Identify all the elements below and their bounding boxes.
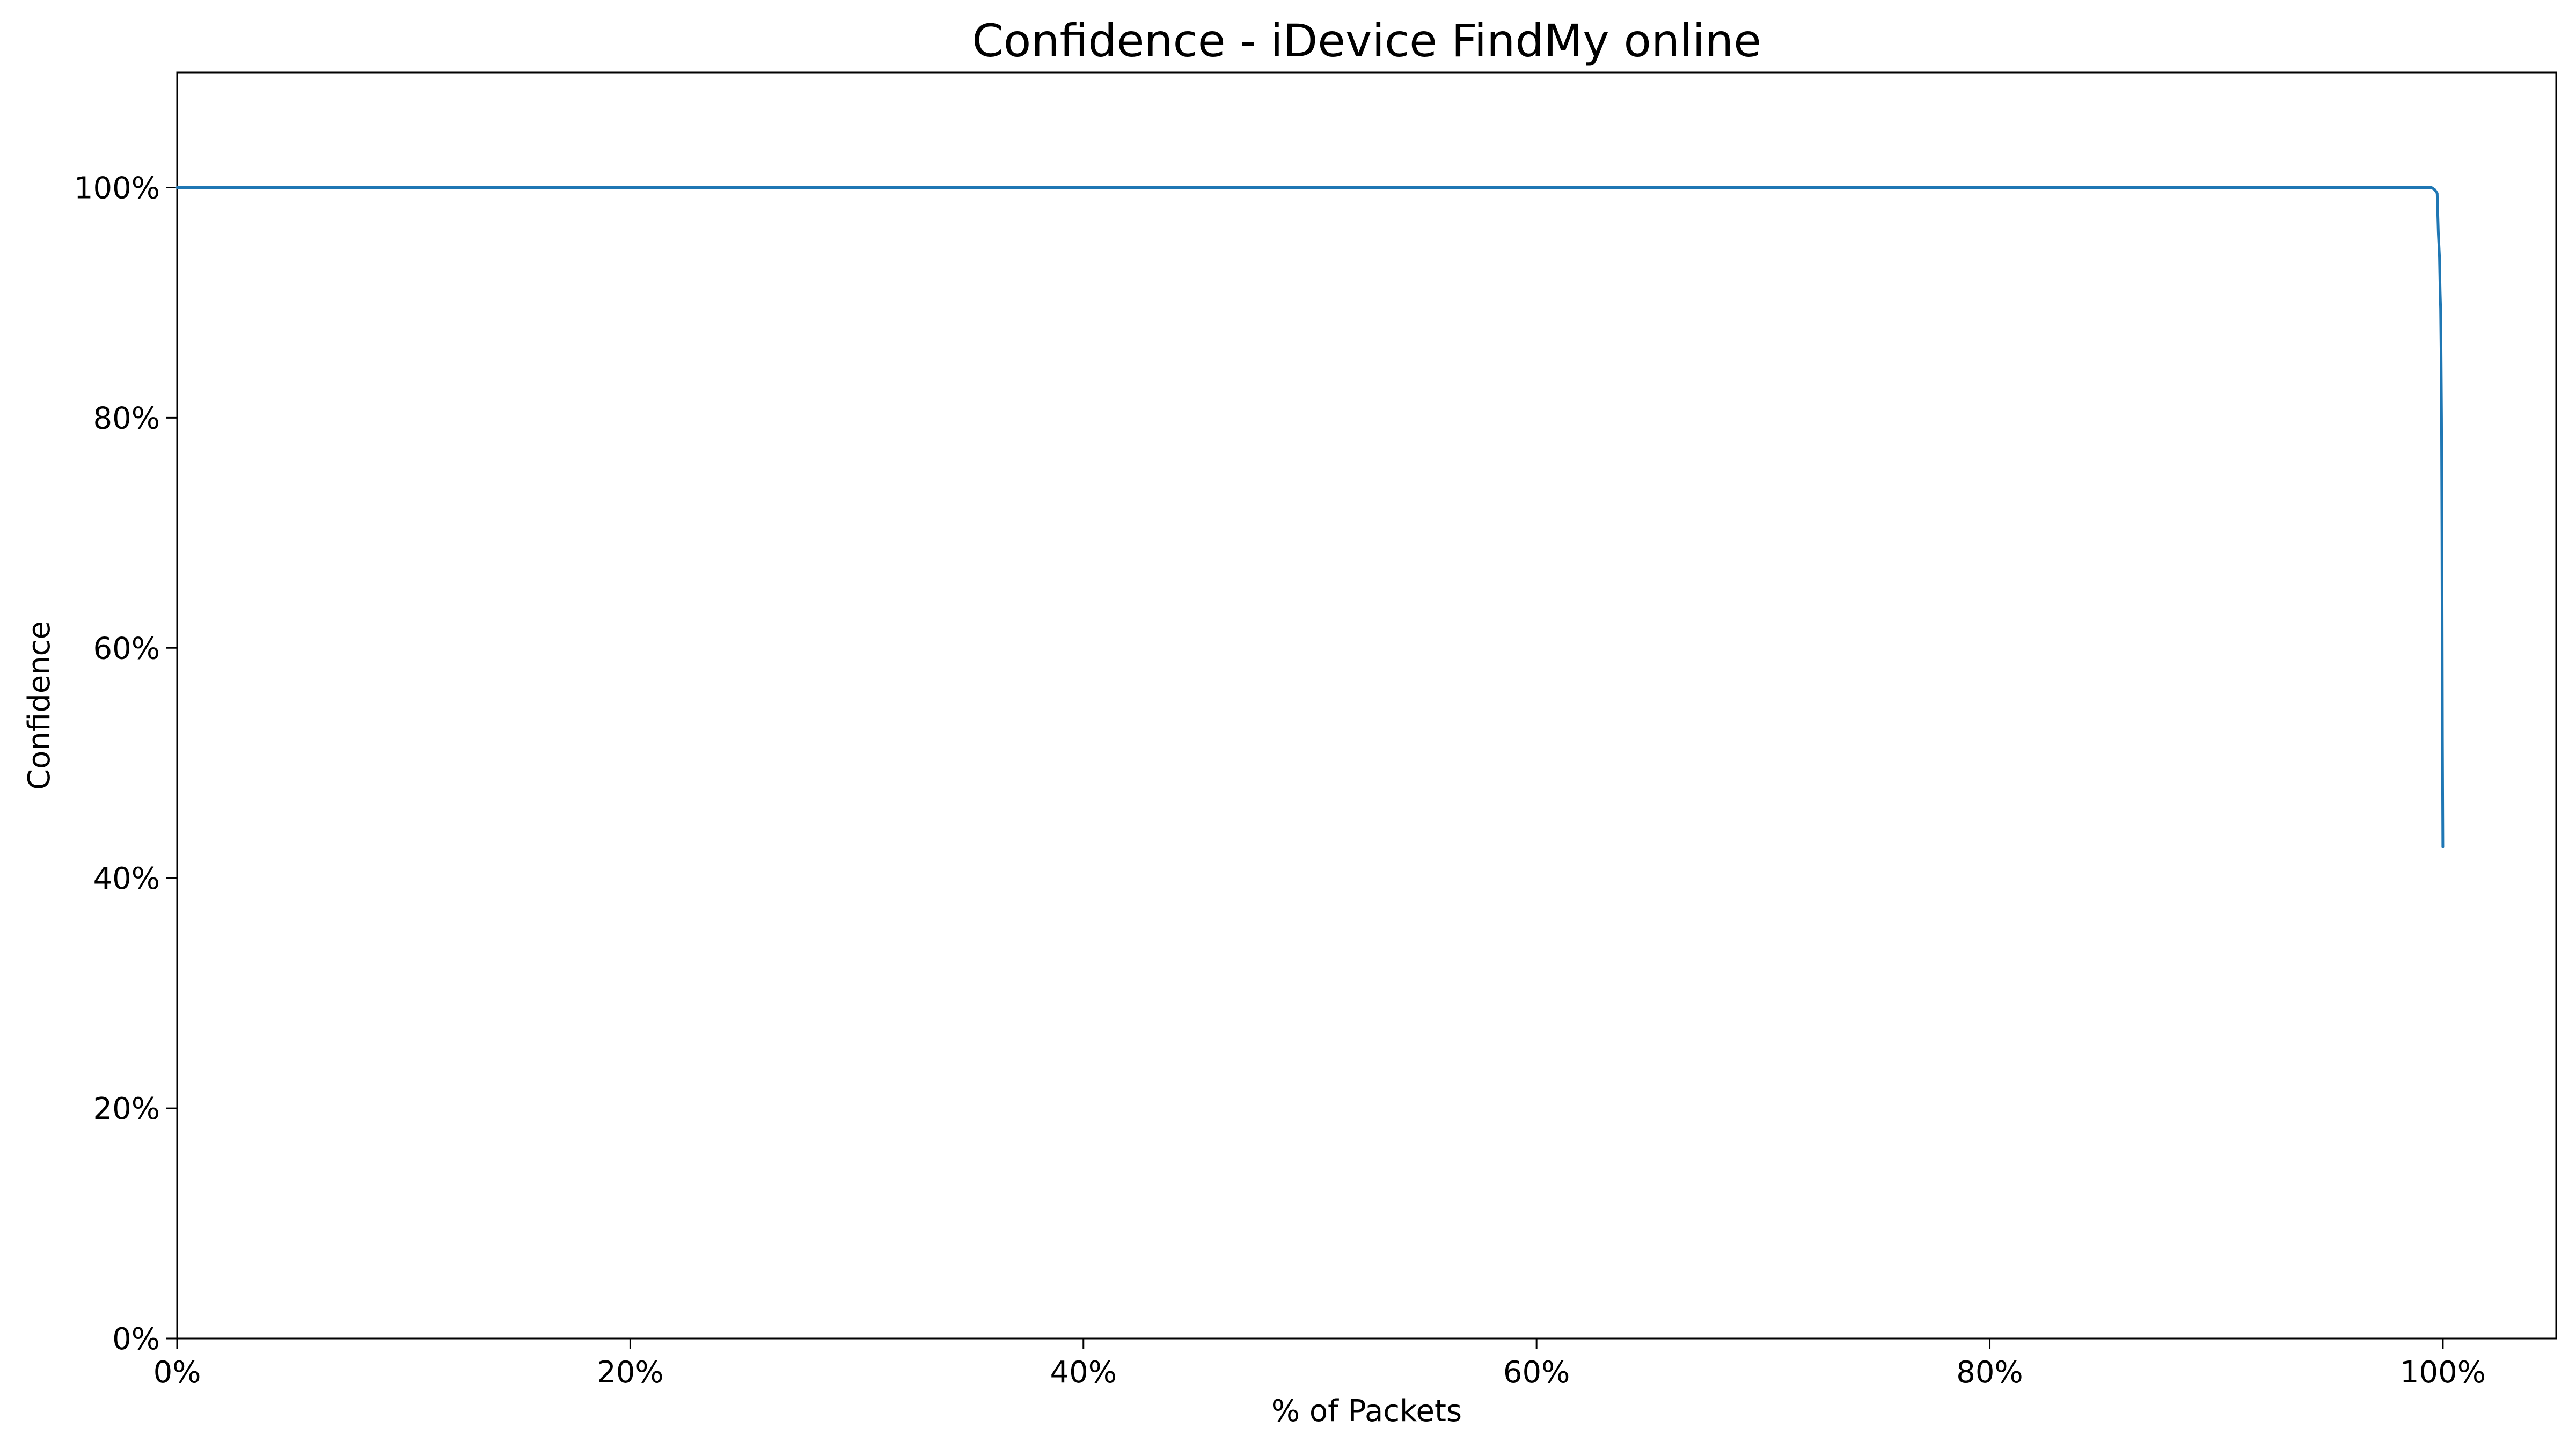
x-axis-label: % of Packets: [1271, 1394, 1462, 1429]
x-tick-label: 20%: [597, 1355, 663, 1390]
x-tick-label: 60%: [1503, 1355, 1570, 1390]
y-tick-label: 0%: [112, 1322, 160, 1357]
x-tick-label: 40%: [1050, 1355, 1117, 1390]
x-tick-label: 100%: [2400, 1355, 2486, 1390]
y-tick-label: 20%: [93, 1092, 160, 1126]
y-axis-label: Confidence: [22, 621, 57, 790]
x-tick-label: 80%: [1956, 1355, 2023, 1390]
chart-title: Confidence - iDevice FindMy online: [972, 14, 1761, 67]
y-tick-label: 60%: [93, 631, 160, 666]
y-tick-label: 40%: [93, 861, 160, 896]
axes-frame: [176, 71, 2557, 1340]
y-tick-label: 80%: [93, 401, 160, 436]
series-line: [175, 186, 2445, 848]
y-tick-label: 100%: [74, 171, 160, 206]
plot-area: 0% 20% 40% 60% 80% 100% 0% 20% 40% 60% 80% 100%: [74, 71, 2557, 1390]
x-tick-label: 0%: [153, 1355, 201, 1390]
